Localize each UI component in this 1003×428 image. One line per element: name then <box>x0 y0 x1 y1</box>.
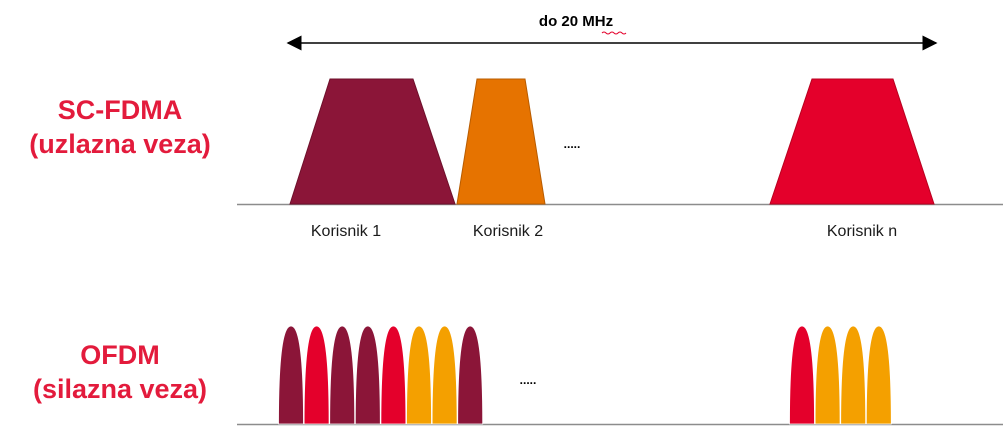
user-1-block <box>289 78 456 205</box>
user-1-label: Korisnik 1 <box>311 223 381 240</box>
ofdm-title: OFDM <box>80 340 160 370</box>
user-n-label: Korisnik n <box>827 223 897 240</box>
ofdm-label: OFDM (silazna veza) <box>0 338 240 406</box>
ofdm-right-subcarrier-1 <box>789 325 815 425</box>
ofdm-left-subcarrier-7 <box>431 325 458 425</box>
ofdm-left-subcarrier-1 <box>278 325 304 425</box>
sc-fdma-subtitle: (uzlazna veza) <box>29 129 211 159</box>
ofdm-right-subcarrier-3 <box>840 325 867 425</box>
bandwidth-label: do 20 MHz <box>539 13 613 30</box>
ofdm-left-subcarrier-3 <box>329 325 356 425</box>
ofdm-left-subcarrier-6 <box>406 325 432 425</box>
ofdm-right-subcarrier-4 <box>865 325 892 425</box>
user-n-block <box>769 78 935 205</box>
ofdm-subtitle: (silazna veza) <box>32 374 208 404</box>
ofdm-left-subcarrier-4 <box>354 325 381 425</box>
ofdm-right-subcarrier-2 <box>814 325 841 425</box>
sc-fdma-label: SC-FDMA (uzlazna veza) <box>0 93 240 161</box>
ofdm-subcarriers-left <box>278 325 484 425</box>
ofdm-left-subcarrier-8 <box>457 325 484 425</box>
spellcheck-underline <box>601 31 627 35</box>
ofdm-left-subcarrier-2 <box>303 325 330 425</box>
sc-fdma-ellipsis: ..... <box>564 137 581 151</box>
user-2-block <box>456 78 546 205</box>
sc-fdma-title: SC-FDMA <box>57 95 183 125</box>
ofdm-subcarriers-right <box>789 325 892 425</box>
ofdm-ellipsis: ..... <box>520 373 537 387</box>
user-2-label: Korisnik 2 <box>473 223 543 240</box>
ofdm-left-subcarrier-5 <box>380 325 407 425</box>
